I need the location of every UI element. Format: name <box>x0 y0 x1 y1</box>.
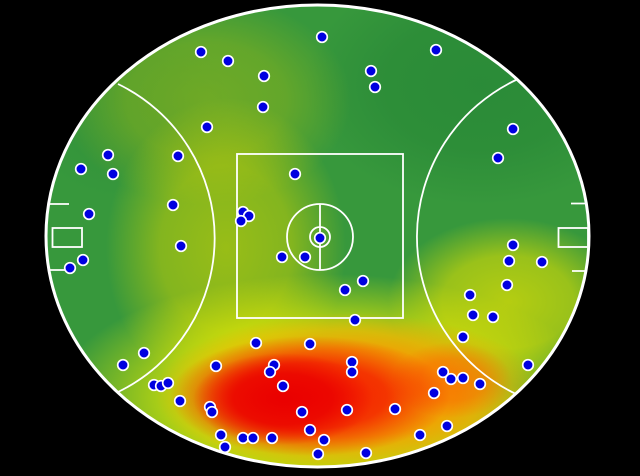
scatter-point <box>340 403 354 417</box>
fifty-metre-arc <box>416 78 519 395</box>
scatter-point <box>174 239 188 253</box>
scatter-point <box>456 330 470 344</box>
scatter-point <box>456 371 470 385</box>
scatter-point <box>263 365 277 379</box>
scatter-point <box>209 359 223 373</box>
scatter-point <box>303 423 317 437</box>
scatter-point <box>171 149 185 163</box>
scatter-point <box>194 45 208 59</box>
scatter-point <box>466 308 480 322</box>
scatter-point <box>444 372 458 386</box>
scatter-point <box>166 198 180 212</box>
scatter-point <box>295 405 309 419</box>
scatter-point <box>234 214 248 228</box>
scatter-point <box>313 231 327 245</box>
scatter-point <box>173 394 187 408</box>
scatter-point <box>311 447 325 461</box>
scatter-point <box>506 238 520 252</box>
scatter-point <box>429 43 443 57</box>
heat-layer <box>193 353 373 445</box>
scatter-point <box>101 148 115 162</box>
scatter-point <box>338 283 352 297</box>
fifty-metre-arc <box>117 83 216 393</box>
scatter-point <box>500 278 514 292</box>
scatter-point <box>345 355 359 369</box>
scatter-point <box>356 274 370 288</box>
scatter-point <box>106 167 120 181</box>
scatter-point <box>535 255 549 269</box>
scatter-point <box>200 120 214 134</box>
scatter-point <box>161 376 175 390</box>
scatter-point <box>315 30 329 44</box>
scatter-point <box>440 419 454 433</box>
scatter-point <box>221 54 235 68</box>
scatter-point <box>348 313 362 327</box>
scatter-point <box>116 358 130 372</box>
scatter-point <box>463 288 477 302</box>
scatter-point <box>413 428 427 442</box>
scatter-point <box>218 440 232 454</box>
scatter-point <box>288 167 302 181</box>
scatter-point <box>249 336 263 350</box>
scatter-point <box>368 80 382 94</box>
scatter-point <box>76 253 90 267</box>
scatter-point <box>137 346 151 360</box>
goal-square <box>51 227 83 248</box>
scatter-point <box>364 64 378 78</box>
scatter-point <box>303 337 317 351</box>
scatter-point <box>265 431 279 445</box>
scatter-point <box>82 207 96 221</box>
scatter-point <box>63 261 77 275</box>
scatter-point <box>275 250 289 264</box>
scatter-point <box>427 386 441 400</box>
scatter-point <box>506 122 520 136</box>
scatter-point <box>256 100 270 114</box>
scatter-point <box>298 250 312 264</box>
centre-square <box>236 153 404 319</box>
scatter-point <box>345 365 359 379</box>
scatter-point <box>436 365 450 379</box>
scatter-point <box>246 431 260 445</box>
scatter-point <box>214 428 228 442</box>
scatter-point <box>473 377 487 391</box>
scatter-point <box>491 151 505 165</box>
scatter-point <box>359 446 373 460</box>
scatter-point <box>74 162 88 176</box>
scatter-point <box>502 254 516 268</box>
scatter-point <box>276 379 290 393</box>
scatter-point <box>486 310 500 324</box>
scatter-point <box>521 358 535 372</box>
scatter-point <box>236 431 250 445</box>
scatter-point <box>388 402 402 416</box>
scatter-point <box>317 433 331 447</box>
scatter-point <box>205 405 219 419</box>
boundary-line <box>44 3 591 469</box>
scatter-points <box>63 30 549 461</box>
scatter-point <box>257 69 271 83</box>
